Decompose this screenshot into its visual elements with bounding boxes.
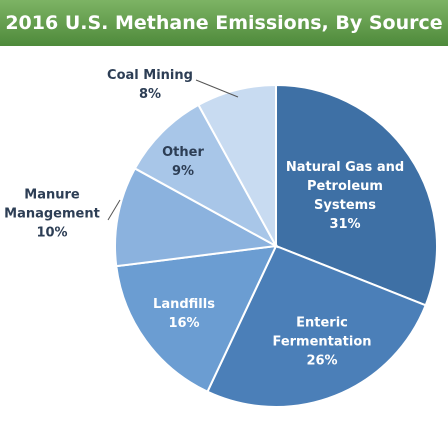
pie-slice	[275, 83, 438, 307]
pie-slice	[197, 83, 277, 247]
pie-slice	[133, 103, 279, 249]
leader-line	[107, 199, 121, 221]
category-label: Landfills	[153, 297, 215, 312]
category-label: Natural Gas and Petroleum Systems	[285, 160, 405, 213]
value-label: 9%	[171, 164, 195, 179]
value-label: 8%	[138, 87, 162, 102]
slice-label: Manure Management 10%	[2, 186, 102, 243]
slice-label: Enteric Fermentation 26%	[267, 314, 377, 371]
category-label: Enteric Fermentation	[272, 315, 372, 350]
category-label: Manure Management	[4, 187, 100, 222]
category-label: Other	[162, 145, 204, 160]
value-label: 26%	[306, 353, 338, 369]
slice-label: Landfills 16%	[139, 295, 229, 333]
value-label: 16%	[168, 316, 200, 331]
value-label: 10%	[36, 225, 68, 241]
category-label: Coal Mining	[107, 68, 193, 83]
pie-slice	[114, 167, 280, 268]
pie-slice	[115, 244, 278, 394]
leader-line	[195, 79, 239, 98]
slice-label: Other 9%	[153, 143, 213, 181]
value-label: 31%	[329, 217, 361, 232]
pie-slice	[206, 244, 427, 408]
chart-title: 2016 U.S. Methane Emissions, By Source	[0, 0, 448, 46]
slice-label: Natural Gas and Petroleum Systems 31%	[285, 158, 405, 234]
slice-label: Coal Mining 8%	[100, 66, 200, 104]
